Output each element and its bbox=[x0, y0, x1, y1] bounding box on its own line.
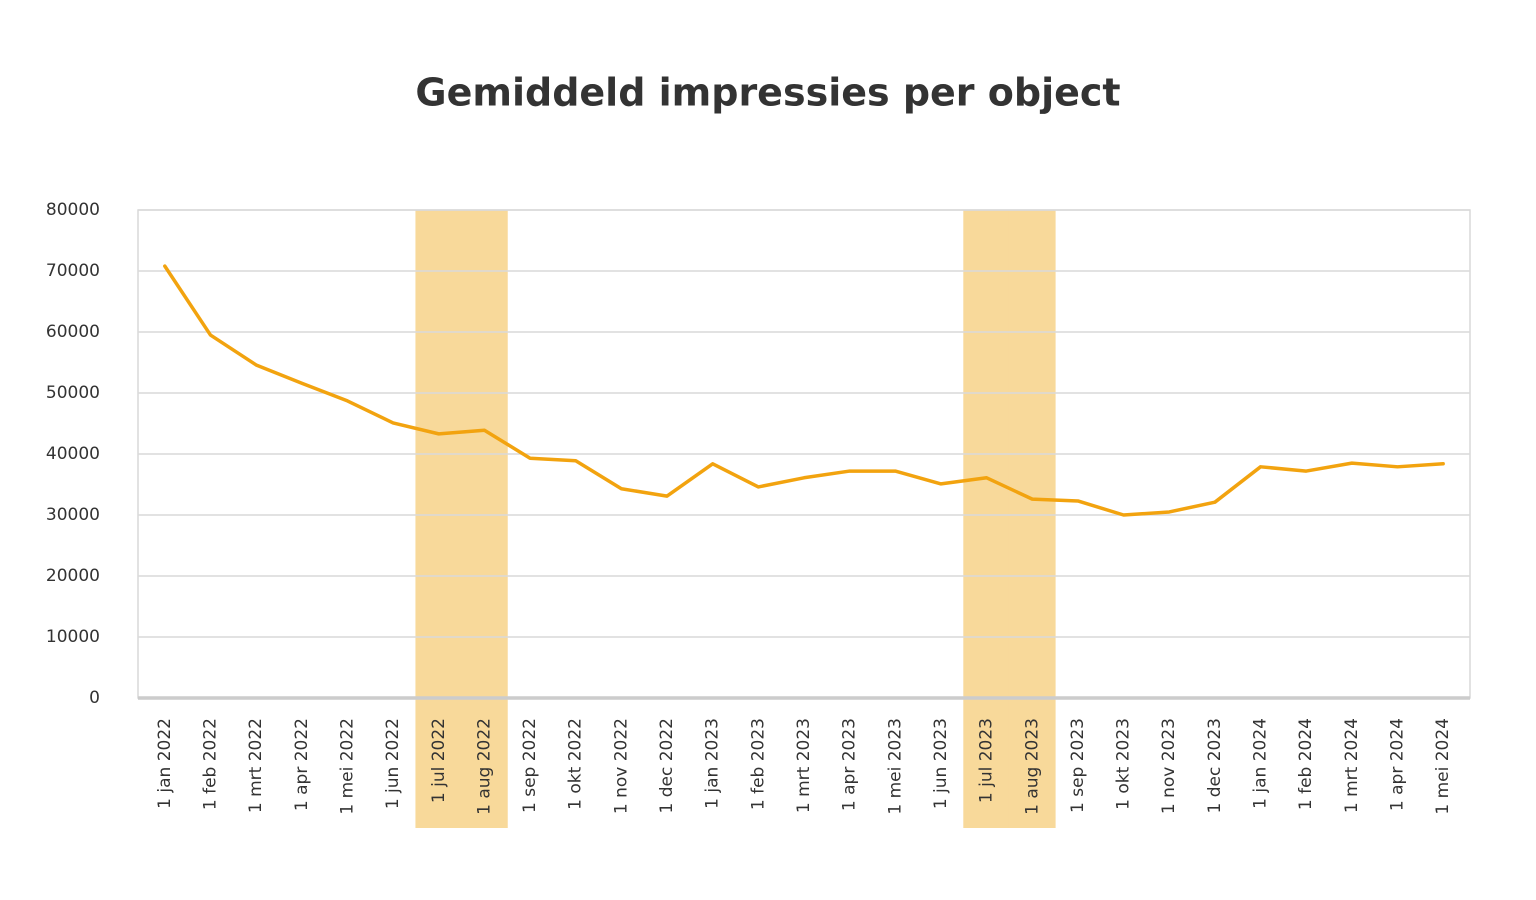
y-tick-label: 70000 bbox=[46, 261, 100, 281]
y-tick-label: 30000 bbox=[46, 505, 100, 525]
highlight-band bbox=[415, 210, 463, 828]
highlight-band bbox=[963, 210, 1010, 828]
highlight-band bbox=[1008, 210, 1056, 828]
y-tick-label: 80000 bbox=[46, 200, 100, 220]
x-tick-label: 1 nov 2023 bbox=[1159, 718, 1179, 814]
x-tick-label: 1 mei 2023 bbox=[885, 718, 905, 815]
x-tick-label: 1 mei 2022 bbox=[337, 718, 357, 815]
x-tick-label: 1 mrt 2022 bbox=[246, 718, 266, 813]
x-tick-label: 1 aug 2022 bbox=[474, 718, 494, 815]
x-tick-label: 1 mei 2024 bbox=[1433, 718, 1453, 815]
x-tick-label: 1 okt 2022 bbox=[566, 718, 586, 810]
x-tick-label: 1 jun 2022 bbox=[383, 718, 403, 809]
x-tick-label: 1 dec 2023 bbox=[1205, 718, 1225, 813]
y-tick-label: 10000 bbox=[46, 627, 100, 647]
x-tick-label: 1 mrt 2024 bbox=[1342, 718, 1362, 813]
x-tick-label: 1 okt 2023 bbox=[1114, 718, 1134, 810]
chart-title: Gemiddeld impressies per object bbox=[415, 71, 1120, 115]
x-tick-label: 1 jan 2022 bbox=[155, 718, 175, 809]
x-tick-label: 1 nov 2022 bbox=[611, 718, 631, 814]
x-tick-label: 1 feb 2024 bbox=[1296, 718, 1316, 810]
x-tick-label: 1 jun 2023 bbox=[931, 718, 951, 809]
x-tick-label: 1 jul 2023 bbox=[977, 718, 997, 803]
x-tick-label: 1 feb 2022 bbox=[200, 718, 220, 810]
y-tick-label: 50000 bbox=[46, 383, 100, 403]
y-tick-label: 0 bbox=[89, 688, 100, 708]
y-tick-label: 20000 bbox=[46, 566, 100, 586]
x-tick-label: 1 apr 2022 bbox=[292, 718, 312, 811]
y-tick-label: 40000 bbox=[46, 444, 100, 464]
x-tick-label: 1 jul 2022 bbox=[429, 718, 449, 803]
x-tick-label: 1 jan 2023 bbox=[703, 718, 723, 809]
data-line bbox=[163, 264, 1445, 517]
y-tick-label: 60000 bbox=[46, 322, 100, 342]
x-tick-label: 1 sep 2022 bbox=[520, 718, 540, 813]
x-tick-label: 1 jan 2024 bbox=[1251, 718, 1271, 809]
highlight-band bbox=[461, 210, 508, 828]
x-tick-label: 1 aug 2023 bbox=[1022, 718, 1042, 815]
x-tick-label: 1 dec 2022 bbox=[657, 718, 677, 813]
x-tick-label: 1 feb 2023 bbox=[748, 718, 768, 810]
x-tick-label: 1 mrt 2023 bbox=[794, 718, 814, 813]
x-tick-label: 1 sep 2023 bbox=[1068, 718, 1088, 813]
x-tick-label: 1 apr 2024 bbox=[1388, 718, 1408, 811]
x-tick-label: 1 apr 2023 bbox=[840, 718, 860, 811]
